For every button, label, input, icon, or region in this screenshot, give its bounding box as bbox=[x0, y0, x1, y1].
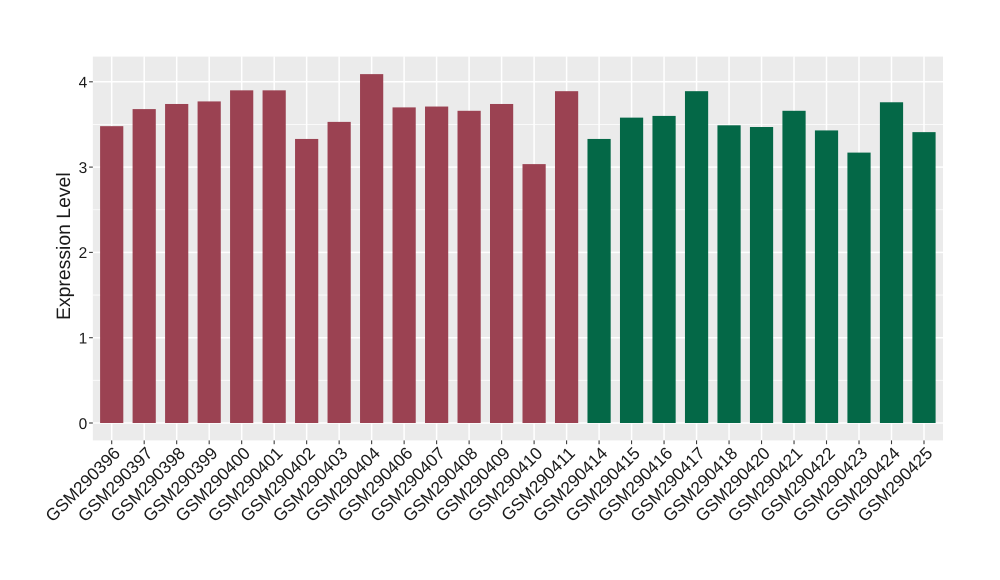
svg-text:Expression Level: Expression Level bbox=[53, 172, 75, 320]
svg-text:3: 3 bbox=[79, 160, 88, 177]
svg-text:0: 0 bbox=[79, 416, 88, 433]
svg-text:4: 4 bbox=[79, 75, 88, 92]
svg-text:2: 2 bbox=[79, 245, 88, 262]
svg-text:1: 1 bbox=[79, 331, 88, 348]
